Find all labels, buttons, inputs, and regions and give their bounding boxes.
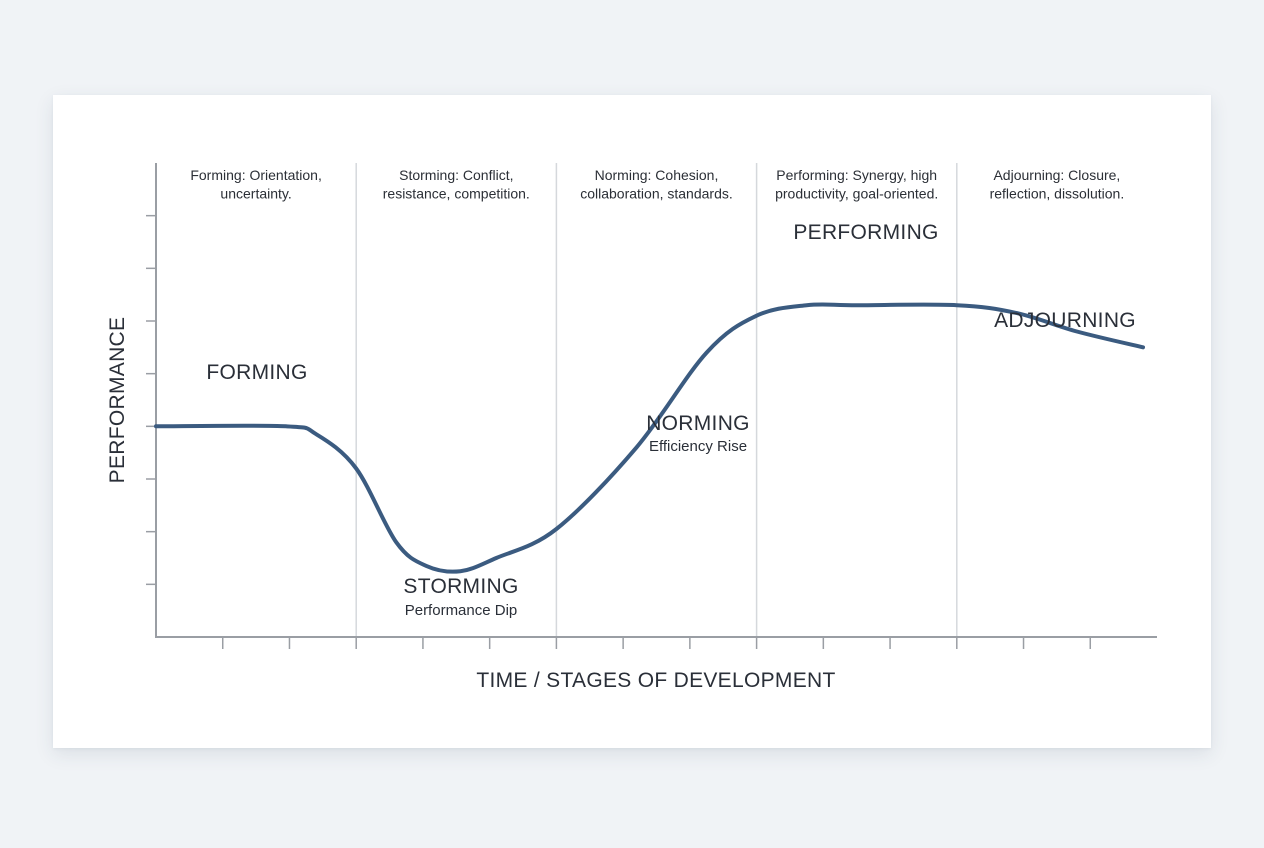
stage-descriptions: Forming: Orientation, uncertainty. Stormin… bbox=[190, 167, 1124, 202]
stage-description: Performing: Synergy, high bbox=[776, 167, 937, 183]
stage-description: Adjourning: Closure, bbox=[993, 167, 1120, 183]
stage-label-norming: NORMING bbox=[646, 412, 750, 435]
stage-description: reflection, dissolution. bbox=[990, 186, 1125, 202]
stage-dividers bbox=[355, 163, 958, 637]
stage-label-forming: FORMING bbox=[206, 361, 307, 384]
stage-description: Norming: Cohesion, bbox=[595, 167, 719, 183]
stage-subtitle: Efficiency Rise bbox=[649, 438, 747, 455]
performance-curve bbox=[154, 302, 1145, 574]
axes bbox=[155, 163, 1157, 638]
x-ticks bbox=[221, 637, 1092, 649]
y-axis-title: PERFORMANCE bbox=[106, 317, 129, 484]
stage-description: collaboration, standards. bbox=[580, 186, 733, 202]
stage-description: uncertainty. bbox=[220, 186, 291, 202]
chart-svg: Forming: Orientation, uncertainty. Stormin… bbox=[106, 163, 1157, 692]
stage-description: resistance, competition. bbox=[383, 186, 530, 202]
stage-description: Storming: Conflict, bbox=[399, 167, 513, 183]
stage-subtitle: Performance Dip bbox=[405, 602, 518, 619]
stage-label-storming: STORMING bbox=[403, 575, 518, 598]
stage-label-performing: PERFORMING bbox=[793, 221, 938, 244]
y-ticks bbox=[146, 214, 156, 586]
stage-description: Forming: Orientation, bbox=[190, 167, 322, 183]
x-axis-title: TIME / STAGES OF DEVELOPMENT bbox=[476, 669, 835, 692]
stage-description: productivity, goal-oriented. bbox=[775, 186, 938, 202]
stage-labels: FORMING STORMING Performance Dip NORMING Eff… bbox=[206, 221, 1136, 619]
stage-label-adjourning: ADJOURNING bbox=[994, 309, 1136, 332]
chart-card: Forming: Orientation, uncertainty. Stormin… bbox=[53, 95, 1211, 748]
